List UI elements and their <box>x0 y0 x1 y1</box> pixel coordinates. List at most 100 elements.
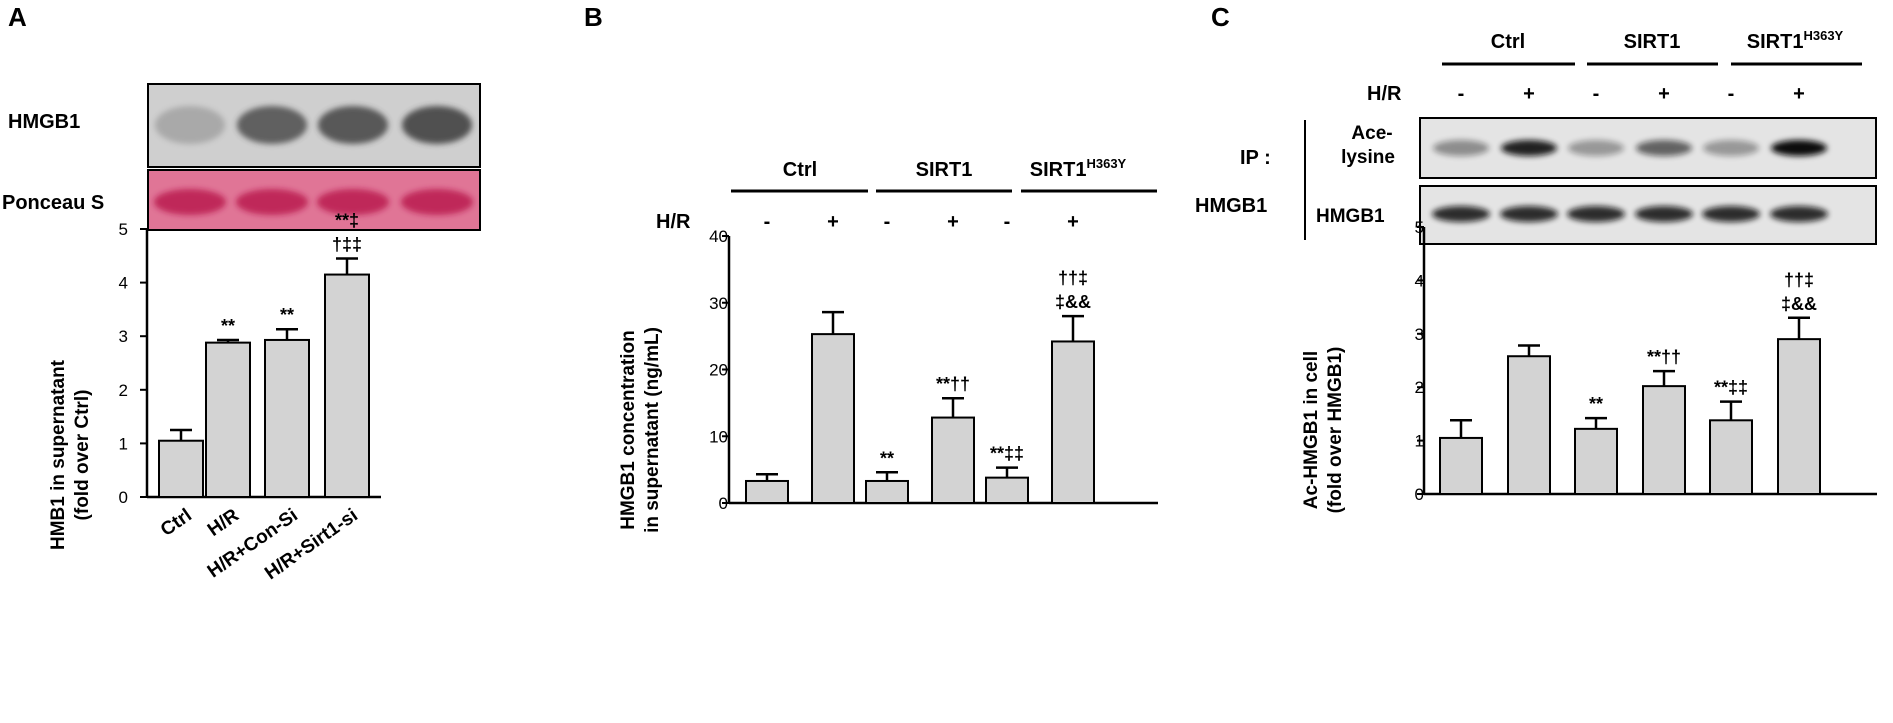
significance-label: ** <box>280 305 294 325</box>
blot-band <box>1501 140 1557 156</box>
chart-c-ylabel-2: (fold over HMGB1) <box>1325 347 1346 514</box>
significance-label: **‡‡ <box>990 444 1024 464</box>
y-tick-label: 3 <box>1415 325 1424 344</box>
chart-c: Ac-HMGB1 in cell (fold over HMGB1) 0 1 2 3 4… <box>1301 218 1877 513</box>
y-tick-label: 5 <box>1415 218 1424 237</box>
blot-band <box>1635 206 1693 222</box>
hr-sign: + <box>827 211 839 233</box>
c-ip-sub: HMGB1 <box>1195 195 1267 217</box>
panel-letter-c: C <box>1211 2 1230 32</box>
c-blot-row1-bands <box>1433 140 1827 156</box>
blot-band <box>1432 206 1490 222</box>
bar <box>865 479 909 505</box>
c-group-label-sirt1: SIRT1 <box>1624 31 1681 53</box>
c-group-label-sirt1-mut-sup: H363Y <box>1803 28 1843 43</box>
significance-label: †‡‡ <box>332 234 362 254</box>
chart-b: HMGB1 concentration in supernatant (ng/m… <box>618 227 1158 533</box>
bar <box>1507 355 1551 495</box>
significance-label: ** <box>880 448 894 468</box>
y-tick-label: 20 <box>709 361 728 380</box>
b-group-label-ctrl: Ctrl <box>783 159 817 181</box>
hr-sign: + <box>1793 83 1805 105</box>
blot-band <box>1500 206 1558 222</box>
b-group-label-sirt1-mut-sup: H363Y <box>1086 156 1126 171</box>
y-tick-label: 2 <box>119 381 128 400</box>
c-group-label-ctrl: Ctrl <box>1491 31 1525 53</box>
blot-band <box>318 106 388 144</box>
significance-label: **‡ <box>335 210 359 230</box>
hr-sign: - <box>1458 83 1465 105</box>
ponceau-band <box>317 189 389 215</box>
significance-label: ††‡ <box>1058 268 1088 288</box>
bar <box>1051 340 1095 504</box>
blot-band <box>1568 140 1624 156</box>
bar <box>985 476 1029 505</box>
ponceau-band <box>236 189 308 215</box>
x-category-label: Ctrl <box>157 505 196 541</box>
significance-label: **†† <box>936 374 970 394</box>
bar <box>1642 385 1686 495</box>
significance-label: ‡&& <box>1781 294 1817 314</box>
panel-c-blot: IP : HMGB1 Ace- lysine HMGB1 <box>1195 117 1877 245</box>
c-ip-label: IP : <box>1240 147 1271 169</box>
y-tick-label: 0 <box>719 494 728 513</box>
bar <box>1574 427 1618 495</box>
c-row1-label-b: lysine <box>1341 147 1395 168</box>
y-tick-label: 40 <box>709 227 728 246</box>
significance-label: ‡&& <box>1055 292 1091 312</box>
hr-sign: + <box>1523 83 1535 105</box>
hr-sign: - <box>884 211 891 233</box>
bar <box>1439 436 1483 495</box>
blot-band <box>1770 206 1828 222</box>
chart-a-ylabel-1: HMB1 in supernatant <box>48 359 69 550</box>
chart-b-ylabel-2: in supernatant (ng/mL) <box>642 327 663 533</box>
panel-b-header: Ctrl SIRT1 SIRT1H363Y H/R - + - + - + <box>656 156 1157 233</box>
y-tick-label: 10 <box>709 427 728 446</box>
hr-sign: - <box>1593 83 1600 105</box>
blot-band <box>1433 140 1489 156</box>
bar <box>1709 419 1753 496</box>
y-tick-label: 0 <box>1415 485 1424 504</box>
hr-sign: - <box>1004 211 1011 233</box>
c-row1-label-a: Ace- <box>1351 123 1392 144</box>
significance-label: **‡‡ <box>1714 378 1748 398</box>
x-category-label: H/R <box>204 505 243 541</box>
c-group-label-sirt1-mut-main: SIRT1 <box>1747 31 1804 53</box>
panel-letter-a: A <box>8 2 27 32</box>
chart-a-ylabel-2: (fold over Ctrl) <box>72 390 93 521</box>
chart-a: HMB1 in supernatant (fold over Ctrl) 0 1 2… <box>48 210 381 584</box>
c-group-label-sirt1-mut: SIRT1H363Y <box>1747 28 1844 53</box>
bar <box>264 338 310 498</box>
c-blot-row2-bands <box>1432 206 1828 222</box>
y-tick-label: 1 <box>1415 432 1424 451</box>
c-hr-label: H/R <box>1367 83 1402 105</box>
hr-sign: + <box>1067 211 1079 233</box>
bar <box>1777 338 1821 496</box>
y-tick-label: 3 <box>119 327 128 346</box>
hr-sign: - <box>764 211 771 233</box>
blot-a-row2-label: Ponceau S <box>2 192 104 214</box>
blot-band <box>1567 206 1625 222</box>
significance-label: ** <box>1589 394 1603 414</box>
blot-band <box>1703 140 1759 156</box>
chart-b-ylabel-1: HMGB1 concentration <box>618 330 639 530</box>
significance-label: **†† <box>1647 347 1681 367</box>
ponceau-band <box>154 189 226 215</box>
significance-label: ††‡ <box>1784 270 1814 290</box>
blot-a-row1-label: HMGB1 <box>8 111 80 133</box>
hr-sign: - <box>1728 83 1735 105</box>
b-group-label-sirt1: SIRT1 <box>916 159 973 181</box>
bar <box>931 416 975 504</box>
bar <box>158 439 204 498</box>
panel-c-header: Ctrl SIRT1 SIRT1H363Y H/R - + - + - + <box>1367 28 1862 105</box>
b-group-label-sirt1-mut-main: SIRT1 <box>1030 159 1087 181</box>
significance-label: ** <box>221 316 235 336</box>
bar <box>745 479 789 505</box>
blot-band <box>1702 206 1760 222</box>
y-tick-label: 2 <box>1415 378 1424 397</box>
blot-band <box>1636 140 1692 156</box>
bar <box>205 341 251 498</box>
hr-sign: + <box>1658 83 1670 105</box>
blot-band <box>155 106 225 144</box>
blot-band <box>402 106 472 144</box>
